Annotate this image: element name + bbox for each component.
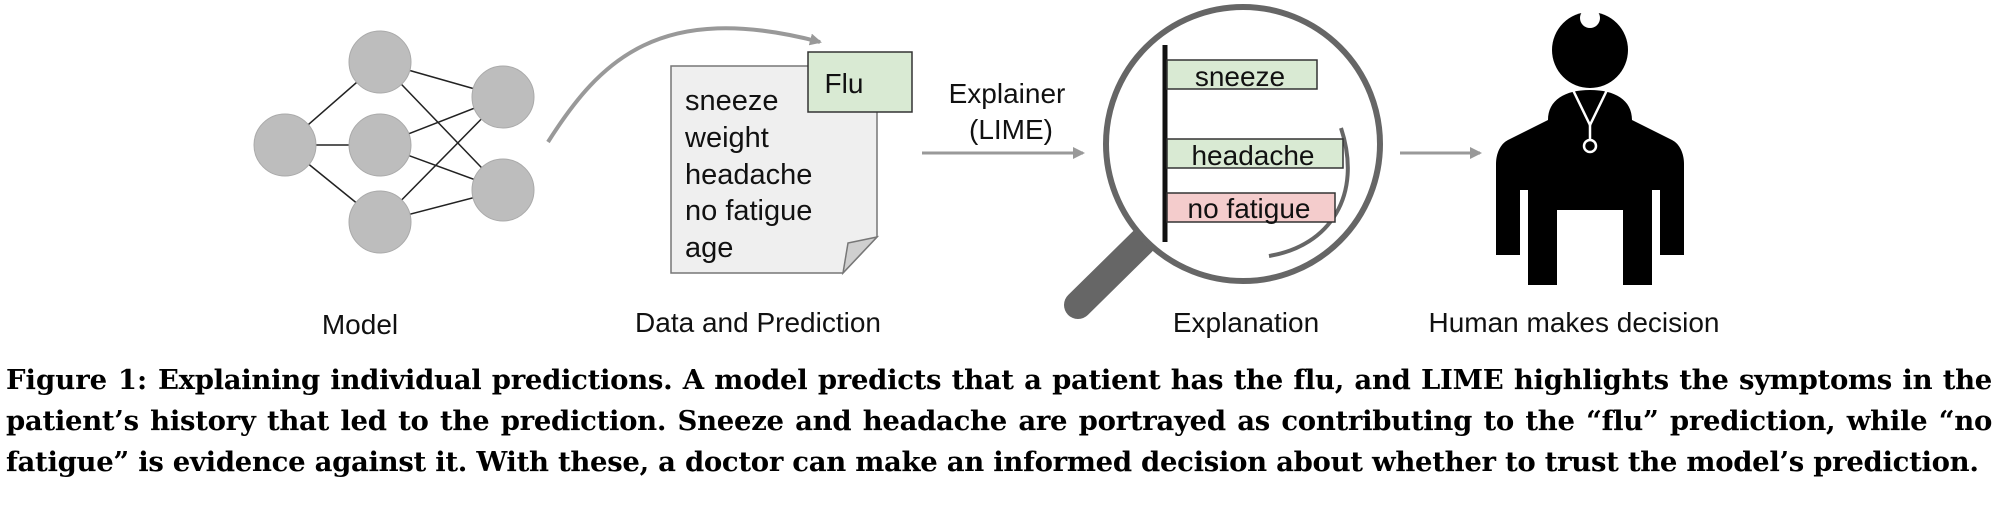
caption-text: Explaining individual predictions. A mod… [6, 364, 1992, 478]
explanation-label: Explanation [1173, 307, 1319, 338]
prediction-tag-label: Flu [825, 68, 864, 99]
data-prediction-label: Data and Prediction [635, 307, 881, 338]
prediction-tag [807, 51, 913, 113]
explanation-bar-label: sneeze [1195, 61, 1285, 92]
document-icon [670, 65, 880, 276]
explanation-bar-headache [1166, 138, 1344, 169]
neural-network-icon [253, 30, 535, 254]
decision-label: Human makes decision [1428, 307, 1719, 338]
curved-arrow [546, 26, 822, 144]
lime-diagram: Model sneeze weight headache no fatigue … [253, 4, 1720, 340]
doctor-icon [1496, 8, 1684, 285]
feature-item: sneeze [685, 85, 779, 117]
model-label: Model [322, 309, 398, 340]
caption-label: Figure 1: [6, 364, 148, 396]
feature-item: weight [684, 122, 769, 154]
explanation-bar-label: headache [1191, 140, 1314, 171]
feature-item: age [685, 232, 733, 264]
explanation-bar-no-fatigue [1166, 192, 1336, 223]
explainer-label: (LIME) [969, 114, 1053, 145]
figure-caption: Figure 1: Explaining individual predicti… [6, 360, 1992, 483]
explainer-label: Explainer [949, 78, 1066, 109]
explanation-bar-sneeze [1166, 59, 1318, 90]
feature-item: headache [685, 159, 812, 191]
feature-item: no fatigue [685, 195, 812, 227]
explanation-bar-label: no fatigue [1188, 193, 1311, 224]
